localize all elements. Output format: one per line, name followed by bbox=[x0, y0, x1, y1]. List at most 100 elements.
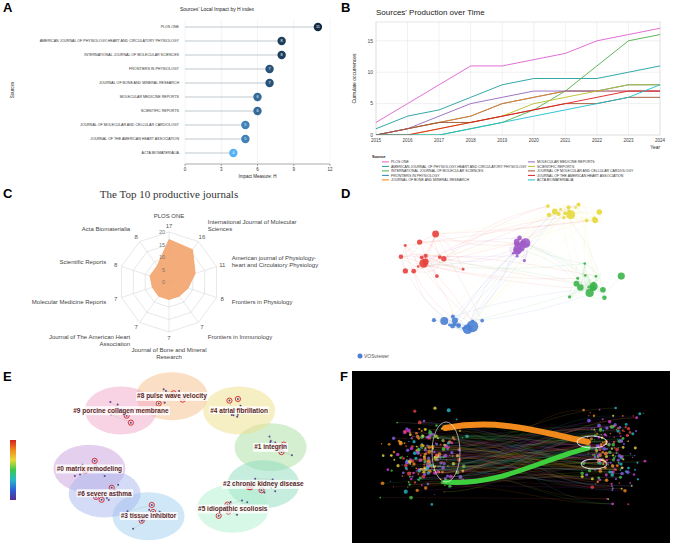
node bbox=[516, 255, 519, 258]
dot bbox=[253, 93, 261, 101]
legend-label: PLOS ONE bbox=[391, 160, 410, 164]
edge bbox=[518, 206, 548, 243]
series-line bbox=[376, 85, 660, 135]
label-line: PLOS ONE bbox=[154, 213, 185, 219]
edge bbox=[450, 245, 529, 325]
edge bbox=[424, 263, 585, 268]
node bbox=[523, 259, 526, 262]
tick-label: 0 bbox=[184, 167, 187, 172]
highlight-ellipse bbox=[581, 459, 607, 469]
node bbox=[450, 324, 455, 329]
label-line: Sciences bbox=[208, 226, 232, 232]
grid-line bbox=[376, 72, 660, 73]
edge bbox=[425, 265, 453, 316]
grid-line bbox=[376, 103, 660, 104]
grid-line bbox=[439, 22, 440, 135]
node bbox=[228, 400, 230, 402]
legend-swatch bbox=[382, 161, 389, 162]
grid-line bbox=[502, 22, 503, 135]
tick-label: 2023 bbox=[623, 138, 634, 143]
dot bbox=[593, 415, 595, 417]
highlight-ellipse bbox=[577, 436, 607, 448]
node bbox=[432, 318, 436, 322]
tick-label: 10 bbox=[159, 254, 165, 260]
axis-title: Year bbox=[650, 145, 660, 150]
citation-link bbox=[419, 450, 635, 456]
node bbox=[237, 398, 239, 400]
dot bbox=[393, 451, 396, 454]
burst-ring bbox=[227, 398, 232, 403]
dot bbox=[585, 473, 588, 476]
dot bbox=[404, 442, 406, 444]
edge bbox=[584, 264, 589, 288]
dot bbox=[253, 107, 261, 115]
label-patch bbox=[222, 480, 305, 489]
node bbox=[546, 204, 550, 208]
dot bbox=[390, 455, 392, 457]
cluster-label: #0 matrix remodeling bbox=[57, 465, 122, 473]
legend-swatch bbox=[382, 175, 389, 176]
panel-a: Sources' Local Impact by H index036912Im… bbox=[10, 6, 333, 179]
dot bbox=[409, 463, 410, 464]
grid-line bbox=[660, 22, 661, 135]
dot bbox=[643, 413, 644, 414]
stem bbox=[185, 97, 258, 98]
dot bbox=[420, 454, 422, 456]
axis-label: Molecular Medicine Reports bbox=[32, 299, 106, 305]
node bbox=[163, 388, 165, 390]
legend-swatch bbox=[528, 179, 535, 180]
node bbox=[420, 255, 424, 259]
panel-letter: B bbox=[341, 0, 350, 15]
edge bbox=[426, 238, 520, 262]
node bbox=[559, 208, 562, 211]
node bbox=[521, 238, 531, 248]
node bbox=[417, 265, 420, 268]
grid-line bbox=[330, 20, 331, 164]
node bbox=[583, 262, 586, 265]
label-line: Association bbox=[100, 341, 131, 347]
citation-link bbox=[451, 427, 626, 476]
node bbox=[602, 295, 607, 300]
node bbox=[399, 255, 404, 260]
label-patch bbox=[77, 489, 134, 497]
stem bbox=[185, 41, 282, 42]
dot bbox=[608, 498, 610, 500]
category-label: PLOS ONE bbox=[161, 25, 180, 29]
node bbox=[577, 203, 581, 207]
edge bbox=[473, 290, 603, 321]
cluster-area bbox=[69, 470, 141, 518]
burst-ring bbox=[216, 513, 221, 518]
dot bbox=[399, 456, 402, 459]
category-label: FRONTIERS IN PHYSIOLOGY bbox=[129, 67, 180, 71]
cluster-label: #8 pulse wave velocity bbox=[137, 392, 207, 400]
node bbox=[104, 475, 106, 477]
title: Sources' Local Impact by H index bbox=[180, 6, 255, 12]
dot bbox=[588, 415, 590, 417]
dot bbox=[618, 482, 620, 484]
tick-label: 2022 bbox=[592, 138, 603, 143]
dot bbox=[265, 65, 273, 73]
panel-letter: E bbox=[3, 369, 12, 384]
axis-label: International Journal of MolecularScienc… bbox=[208, 219, 297, 232]
tick-label: 15 bbox=[159, 242, 165, 248]
dot bbox=[589, 412, 591, 414]
stem bbox=[185, 153, 233, 154]
citation-link bbox=[410, 441, 622, 461]
cluster-label: #2 chronic kidney disease bbox=[223, 480, 304, 488]
node bbox=[547, 213, 551, 217]
node bbox=[148, 509, 150, 511]
stem bbox=[185, 27, 318, 28]
node bbox=[592, 286, 596, 290]
axis-label: Frontiers in Physiology bbox=[232, 299, 293, 305]
node bbox=[574, 206, 577, 209]
series-line bbox=[376, 35, 660, 135]
label-line: Scientific Reports bbox=[60, 259, 107, 265]
cluster-label: #6 severe asthma bbox=[78, 490, 133, 497]
label-patch bbox=[120, 512, 178, 520]
citation-link bbox=[434, 416, 613, 467]
legend-label: AMERICAN JOURNAL OF PHYSIOLOGY-HEART AND… bbox=[391, 165, 527, 169]
legend-swatch bbox=[382, 179, 389, 180]
tick bbox=[293, 164, 294, 166]
edge bbox=[420, 241, 517, 244]
tick-label: 2024 bbox=[655, 138, 666, 143]
